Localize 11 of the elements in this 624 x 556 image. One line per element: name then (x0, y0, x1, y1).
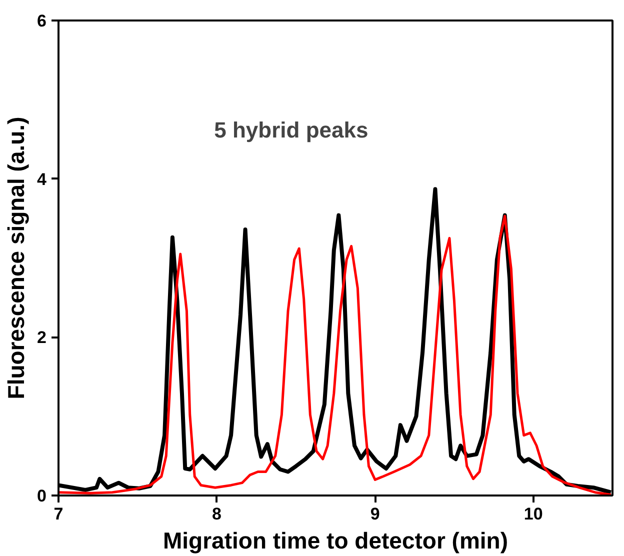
y-tick-label: 0 (37, 486, 47, 506)
y-tick-label: 6 (37, 12, 47, 30)
y-axis-title: Fluorescence signal (a.u.) (3, 116, 30, 400)
annotation: 5 hybrid peaks (214, 117, 368, 142)
y-tick-label: 4 (37, 170, 48, 189)
x-tick-label: 7 (54, 504, 64, 524)
x-tick-label: 8 (212, 504, 222, 524)
x-tick-label: 10 (524, 504, 543, 524)
x-axis-title: Migration time to detector (min) (163, 528, 508, 554)
x-tick-label: 9 (370, 504, 380, 524)
y-tick-label: 2 (37, 328, 47, 348)
